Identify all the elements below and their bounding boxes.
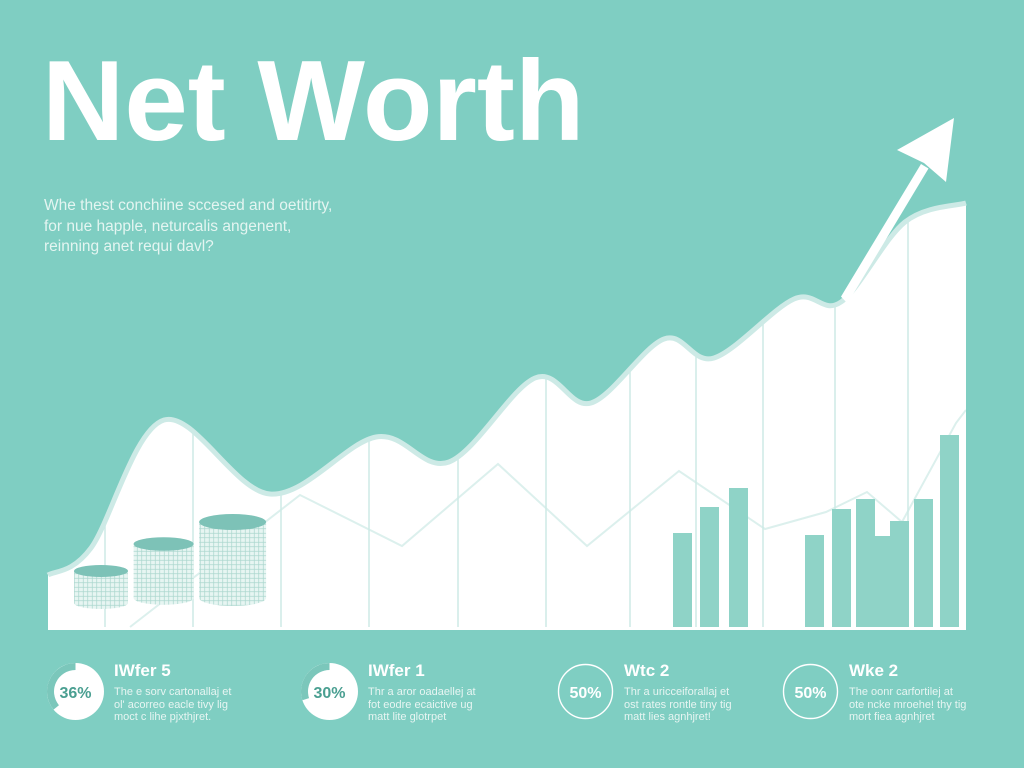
svg-text:30%: 30% (313, 685, 345, 702)
svg-text:50%: 50% (569, 685, 601, 702)
svg-text:50%: 50% (794, 685, 826, 702)
svg-text:36%: 36% (59, 685, 91, 702)
